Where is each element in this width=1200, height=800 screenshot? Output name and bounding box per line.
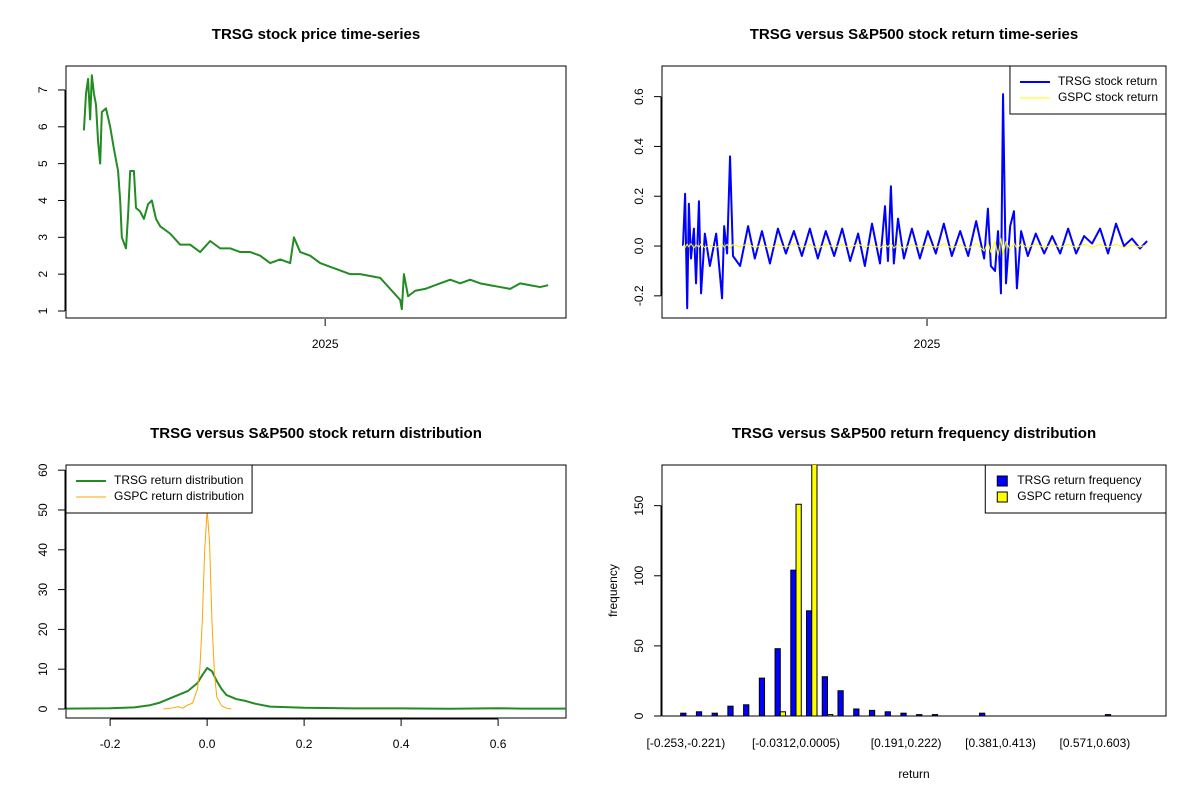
- plot-frame: [661, 464, 1167, 717]
- x-tick-label: [-0.0312,0.0005): [752, 736, 840, 750]
- y-tick-label: 60: [36, 463, 50, 477]
- legend-label: GSPC stock return: [1058, 90, 1158, 104]
- bar: [711, 712, 718, 716]
- series-line: [682, 238, 1148, 257]
- y-tick-label: 4: [36, 197, 50, 204]
- x-tick-label: [0.191,0.222): [871, 736, 942, 750]
- bar: [779, 711, 787, 716]
- bar: [795, 503, 802, 716]
- y-tick-label: 0: [632, 712, 646, 719]
- bar: [1104, 714, 1112, 716]
- y-tick-label: 0.4: [632, 138, 646, 155]
- bar: [837, 690, 844, 716]
- plot-frame: [65, 65, 567, 319]
- y-tick-label: 150: [632, 495, 646, 515]
- x-tick-label: 2025: [914, 337, 941, 351]
- legend-swatch: [996, 475, 1008, 487]
- x-tick-label: -0.2: [100, 737, 121, 751]
- y-tick-label: 6: [36, 123, 50, 130]
- chart-title: TRSG stock price time-series: [212, 26, 420, 43]
- bar: [774, 648, 781, 716]
- bar: [743, 704, 750, 716]
- y-tick-label: 5: [36, 160, 50, 167]
- x-tick-label: 0.0: [199, 737, 216, 751]
- y-tick-label: -0.2: [632, 285, 646, 306]
- chart-title: TRSG versus S&P500 return frequency dist…: [732, 425, 1096, 442]
- bar: [931, 714, 939, 716]
- y-tick-label: 50: [36, 503, 50, 517]
- bar: [916, 714, 923, 716]
- y-axis-label: frequency: [606, 564, 620, 617]
- legend-label: GSPC return distribution: [114, 489, 244, 503]
- chart-title: TRSG versus S&P500 stock return time-ser…: [750, 26, 1078, 43]
- chart-title: TRSG versus S&P500 stock return distribu…: [150, 425, 482, 442]
- legend-label: TRSG stock return: [1058, 74, 1157, 88]
- x-tick-label: [0.381,0.413): [965, 736, 1036, 750]
- y-tick-label: 7: [36, 86, 50, 93]
- x-tick-label: [0.571,0.603): [1060, 736, 1131, 750]
- legend-box: [984, 464, 1167, 514]
- y-tick-label: 0.2: [632, 188, 646, 205]
- y-tick-label: 20: [36, 622, 50, 636]
- series-line: [163, 509, 232, 710]
- bar: [727, 705, 734, 716]
- plot-frame: [65, 464, 567, 719]
- x-axis-label: return: [898, 767, 929, 781]
- y-tick-label: 50: [632, 639, 646, 653]
- legend-swatch: [996, 491, 1008, 503]
- legend-label: TRSG return frequency: [1017, 473, 1141, 487]
- y-tick-label: 0: [36, 705, 50, 712]
- y-tick-label: 30: [36, 583, 50, 597]
- series-line: [82, 74, 549, 311]
- bar: [790, 569, 797, 716]
- x-tick-label: 0.6: [490, 737, 507, 751]
- bar: [884, 711, 891, 716]
- bar: [695, 711, 703, 716]
- legend-box: [1009, 65, 1167, 115]
- y-tick-label: 100: [632, 565, 646, 585]
- legend-label: TRSG return distribution: [114, 473, 243, 487]
- legend-label: GSPC return frequency: [1017, 489, 1142, 503]
- x-tick-label: 0.4: [393, 737, 410, 751]
- bar: [868, 709, 876, 716]
- series-line: [682, 93, 1148, 310]
- x-tick-label: [-0.253,-0.221): [647, 736, 726, 750]
- bar: [853, 708, 860, 716]
- x-tick-label: 2025: [312, 337, 339, 351]
- y-tick-label: 10: [36, 662, 50, 676]
- legend-box: [65, 464, 253, 514]
- series-line: [66, 667, 566, 710]
- y-tick-label: 40: [36, 543, 50, 557]
- bar: [979, 712, 986, 716]
- bar: [680, 712, 687, 716]
- y-tick-label: 0.6: [632, 88, 646, 105]
- bar: [806, 610, 813, 716]
- y-tick-label: 2: [36, 271, 50, 278]
- bar: [900, 712, 907, 716]
- bar: [821, 676, 828, 716]
- bar: [758, 677, 766, 716]
- bar: [826, 714, 834, 716]
- y-tick-label: 1: [36, 307, 50, 314]
- x-tick-label: 0.2: [296, 737, 313, 751]
- y-tick-label: 3: [36, 234, 50, 241]
- y-tick-label: 0.0: [632, 237, 646, 254]
- plot-frame: [661, 65, 1167, 319]
- bar: [811, 465, 818, 716]
